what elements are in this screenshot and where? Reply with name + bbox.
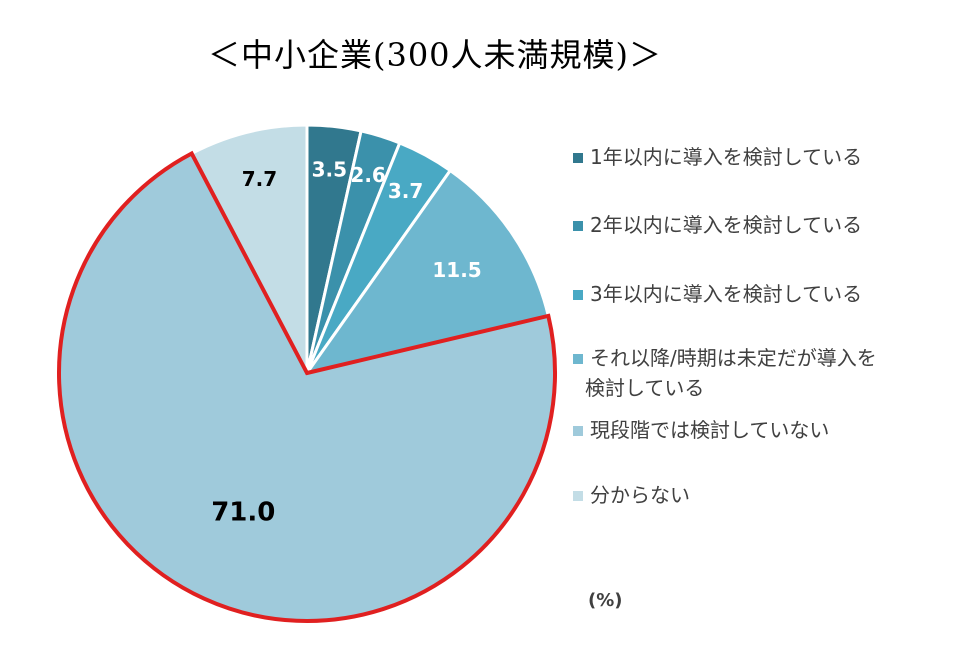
legend-swatch [573, 354, 583, 364]
slice-value-label: 71.0 [211, 497, 275, 527]
legend-swatch [573, 290, 583, 300]
legend-swatch [573, 221, 583, 231]
legend-item: 分からない [573, 480, 953, 510]
legend-label: 現段階では検討していない [590, 418, 830, 442]
pie-slice [189, 123, 309, 374]
legend-item: 2年以内に導入を検討している [573, 210, 953, 240]
slice-value-label: 2.6 [350, 163, 385, 187]
slice-value-label: 3.7 [388, 179, 423, 203]
pie-slice [303, 168, 551, 376]
legend-item: それ以降/時期は未定だが導入を 検討している [573, 343, 953, 403]
slice-value-label: 11.5 [432, 258, 481, 282]
unit-label: (%) [588, 590, 623, 611]
legend-label: それ以降/時期は未定だが導入を [590, 346, 877, 370]
legend-label: 検討している [585, 376, 705, 400]
legend-item: 3年以内に導入を検討している [573, 279, 953, 309]
legend-label: 2年以内に導入を検討している [590, 213, 863, 237]
legend-label: 分からない [590, 483, 690, 507]
legend-swatch [573, 426, 583, 436]
legend-label: 3年以内に導入を検討している [590, 282, 863, 306]
slice-value-label: 3.5 [312, 157, 347, 181]
chart-title: ＜中小企業(300人未満規模)＞ [207, 36, 663, 74]
legend-label: 1年以内に導入を検討している [590, 145, 863, 169]
legend-item: 1年以内に導入を検討している [573, 142, 953, 172]
legend-swatch [573, 153, 583, 163]
slice-value-label: 7.7 [242, 167, 277, 191]
legend-swatch [573, 491, 583, 501]
legend-item: 現段階では検討していない [573, 415, 953, 445]
highlight-outline [57, 150, 557, 623]
